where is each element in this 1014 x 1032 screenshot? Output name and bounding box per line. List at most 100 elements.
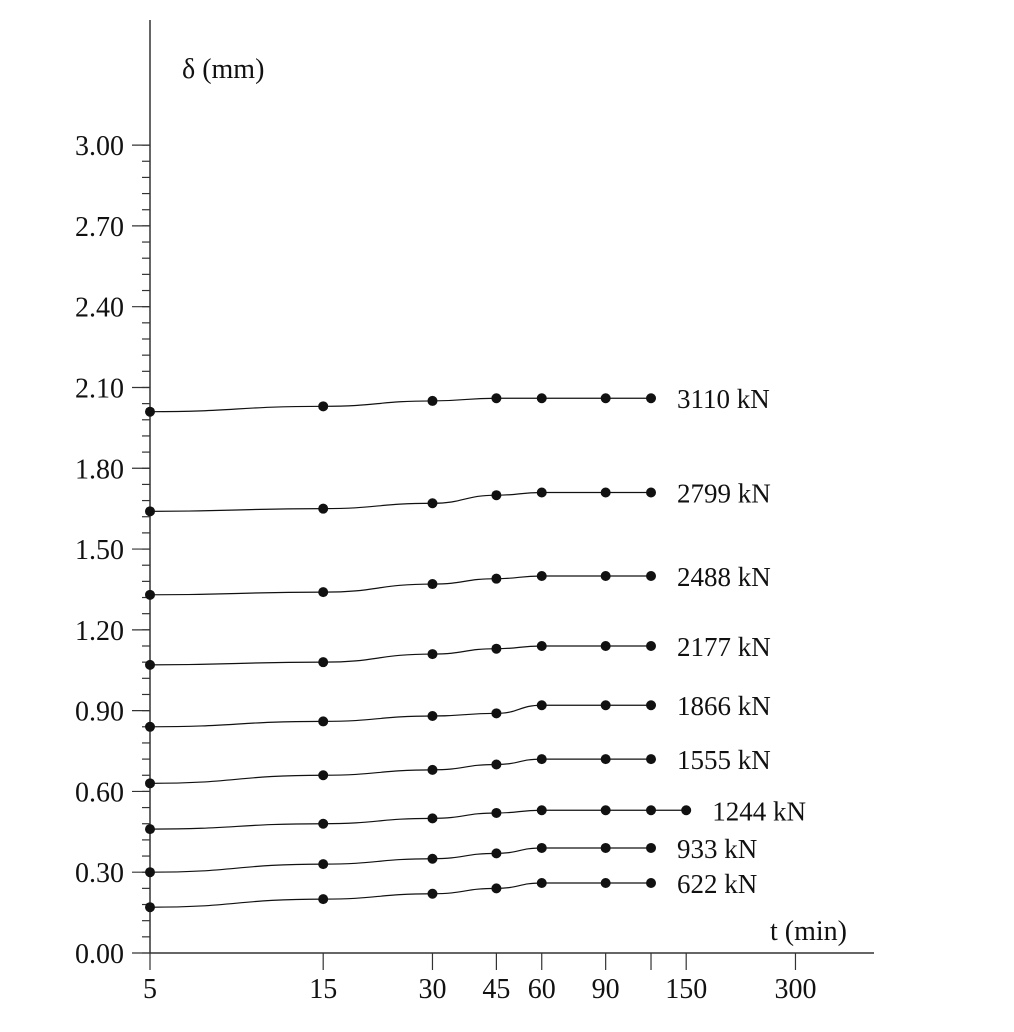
- data-point: [427, 764, 438, 775]
- series-2177-kn: 2177 kN: [145, 632, 771, 670]
- series-line: [149, 645, 652, 666]
- series-3110-kn: 3110 kN: [145, 384, 770, 417]
- data-point: [145, 721, 155, 732]
- series-1555-kn: 1555 kN: [145, 745, 771, 789]
- data-point: [600, 805, 611, 816]
- data-point: [491, 490, 502, 501]
- series-label: 933 kN: [677, 834, 757, 864]
- y-tick-label: 0.60: [75, 777, 124, 808]
- data-point: [536, 487, 547, 498]
- x-tick-label: 15: [309, 974, 337, 1005]
- series-line: [149, 882, 652, 908]
- data-point: [491, 393, 502, 404]
- data-point: [536, 805, 547, 816]
- series-label: 1555 kN: [677, 745, 771, 775]
- data-point: [318, 503, 329, 514]
- data-point: [600, 570, 611, 581]
- data-point: [145, 902, 155, 913]
- data-point: [318, 859, 329, 870]
- data-point: [145, 406, 155, 417]
- x-tick-label: 45: [482, 974, 510, 1005]
- data-point: [600, 393, 611, 404]
- data-point: [318, 401, 329, 412]
- x-tick-label: 300: [774, 974, 816, 1005]
- data-point: [145, 659, 155, 670]
- data-point: [427, 813, 438, 824]
- data-point: [536, 877, 547, 888]
- data-point: [600, 877, 611, 888]
- data-point: [536, 700, 547, 711]
- data-point: [646, 877, 657, 888]
- series-1244-kn: 1244 kN: [145, 796, 806, 835]
- series-1866-kn: 1866 kN: [145, 691, 771, 732]
- data-point: [427, 649, 438, 660]
- data-point: [318, 587, 329, 598]
- data-point: [646, 754, 657, 765]
- data-point: [427, 498, 438, 509]
- y-axis-title: δ (mm): [182, 54, 264, 85]
- data-point: [145, 506, 155, 517]
- series-label: 2177 kN: [677, 632, 771, 662]
- data-point: [318, 770, 329, 781]
- series-label: 2488 kN: [677, 562, 771, 592]
- x-tick-label: 5: [143, 974, 157, 1005]
- data-point: [646, 842, 657, 853]
- series-label: 3110 kN: [677, 384, 770, 414]
- data-point: [427, 888, 438, 899]
- series-label: 1866 kN: [677, 691, 771, 721]
- data-point: [536, 640, 547, 651]
- data-point: [491, 883, 502, 894]
- series-2488-kn: 2488 kN: [145, 562, 771, 600]
- series-line: [149, 397, 652, 413]
- data-point: [491, 643, 502, 654]
- data-point: [427, 711, 438, 722]
- y-tick-label: 3.00: [75, 131, 124, 162]
- data-point: [600, 640, 611, 651]
- y-tick-label: 0.30: [75, 858, 124, 889]
- data-point: [318, 894, 329, 905]
- series-line: [149, 847, 652, 873]
- x-tick-label: 150: [665, 974, 707, 1005]
- data-point: [600, 700, 611, 711]
- data-point: [646, 393, 657, 404]
- series-line: [149, 704, 652, 728]
- data-point: [491, 708, 502, 719]
- data-point: [646, 570, 657, 581]
- data-point: [536, 393, 547, 404]
- y-tick-label: 2.10: [75, 373, 124, 404]
- data-point: [145, 589, 155, 600]
- data-point: [536, 842, 547, 853]
- x-ticks: 5 15 30 45 60 90 150 300: [143, 953, 816, 1005]
- y-tick-label: 2.40: [75, 293, 124, 324]
- y-tick-label: 1.80: [75, 454, 124, 485]
- series-line: [149, 758, 652, 784]
- data-point: [318, 716, 329, 727]
- series-label: 622 kN: [677, 869, 757, 899]
- y-tick-label: 1.20: [75, 616, 124, 647]
- y-tick-label: 0.90: [75, 697, 124, 728]
- data-point: [427, 579, 438, 590]
- data-point: [318, 657, 329, 668]
- data-point: [646, 640, 657, 651]
- y-tick-label: 1.50: [75, 535, 124, 566]
- y-tick-label: 2.70: [75, 212, 124, 243]
- series-933-kn: 933 kN: [145, 834, 757, 878]
- series-2799-kn: 2799 kN: [145, 478, 771, 517]
- data-point: [536, 570, 547, 581]
- x-axis-title: t (min): [770, 916, 847, 947]
- data-point: [145, 824, 155, 835]
- data-point: [145, 867, 155, 878]
- data-point: [600, 842, 611, 853]
- series-622-kn: 622 kN: [145, 869, 757, 913]
- data-point: [646, 487, 657, 498]
- series-line: [149, 491, 652, 512]
- series-label: 1244 kN: [712, 796, 806, 826]
- series-group: 3110 kN 2799 kN 2488 kN 2177 kN 1866 kN 1555 …: [145, 384, 806, 913]
- series-line: [149, 575, 652, 596]
- data-point: [600, 754, 611, 765]
- data-point: [491, 759, 502, 770]
- data-point: [491, 848, 502, 859]
- data-point: [646, 700, 657, 711]
- axes: δ (mm) t (min): [149, 20, 874, 954]
